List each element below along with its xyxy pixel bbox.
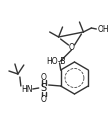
Text: O: O — [69, 43, 74, 52]
Text: S: S — [41, 83, 47, 93]
Text: HO-B: HO-B — [47, 57, 66, 67]
Text: HN: HN — [21, 85, 33, 93]
Text: OH: OH — [97, 25, 109, 34]
Text: O: O — [41, 94, 47, 103]
Text: O: O — [41, 72, 47, 82]
